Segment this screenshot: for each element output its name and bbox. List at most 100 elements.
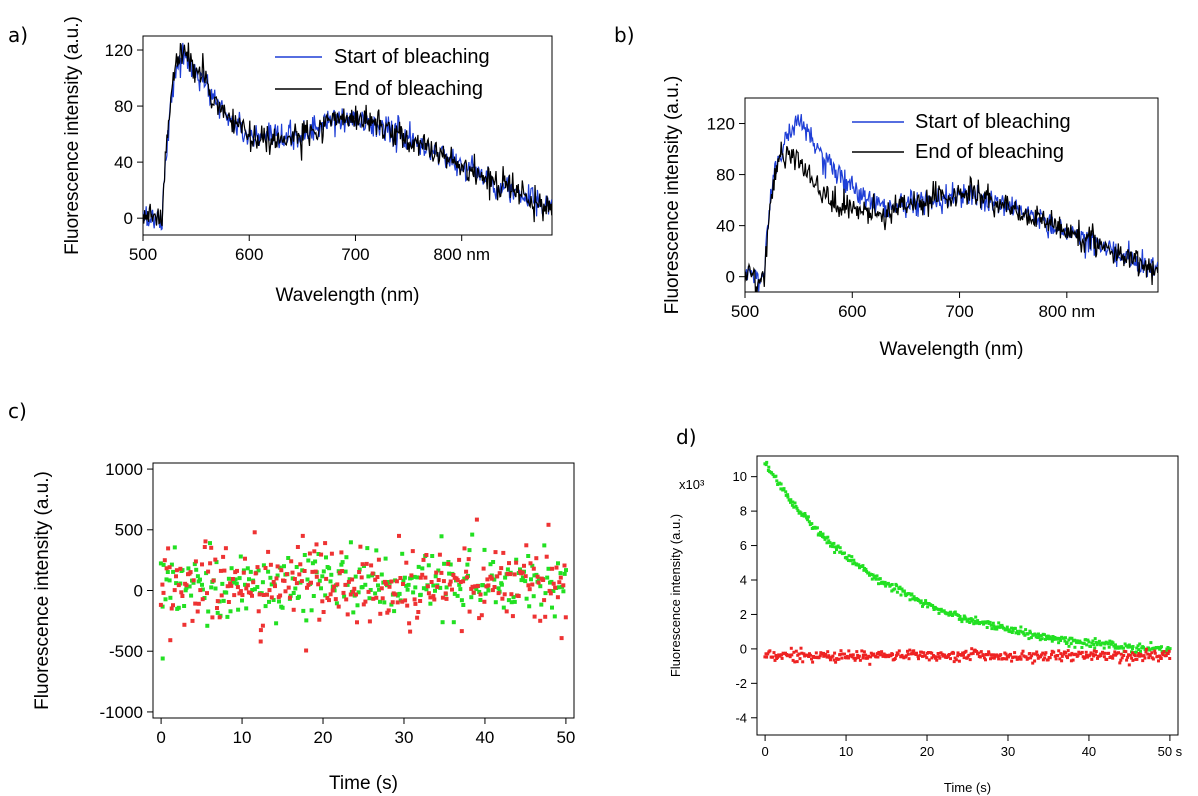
scatter-point	[926, 605, 930, 609]
scatter-point	[404, 560, 409, 565]
scatter-point	[853, 561, 857, 565]
y-tick-label: 6	[740, 538, 747, 553]
scatter-point	[861, 653, 865, 657]
scatter-point	[428, 601, 433, 606]
scatter-point	[823, 654, 827, 658]
scatter-point	[182, 622, 187, 627]
scatter-point	[333, 597, 338, 602]
scatter-point	[178, 566, 183, 571]
scatter-point	[297, 594, 301, 599]
scatter-point	[210, 615, 215, 620]
x-tick-label: 40	[475, 728, 494, 747]
scatter-point	[774, 654, 778, 657]
scatter-point	[860, 649, 864, 653]
scatter-point	[795, 506, 799, 510]
scatter-point	[323, 541, 328, 546]
scatter-point	[1080, 650, 1084, 654]
scatter-point	[539, 602, 544, 607]
scatter-point	[459, 598, 464, 603]
scatter-point	[930, 651, 934, 655]
scatter-point	[486, 588, 491, 593]
scatter-point	[222, 568, 227, 573]
scatter-point	[385, 610, 390, 615]
scatter-point	[954, 658, 958, 662]
scatter-point	[1002, 657, 1006, 661]
scatter-point	[1024, 655, 1028, 659]
x-axis-title: Wavelength (nm)	[880, 339, 1024, 360]
scatter-point	[373, 591, 378, 596]
scatter-point	[532, 614, 537, 619]
scatter-point	[269, 595, 274, 600]
scatter-point	[562, 571, 567, 576]
scatter-point	[408, 629, 413, 634]
scatter-point	[312, 549, 317, 554]
scatter-point	[930, 656, 934, 660]
scatter-point	[827, 539, 831, 543]
scatter-point	[970, 647, 974, 651]
scatter-point	[555, 595, 560, 600]
scatter-point	[479, 613, 484, 618]
scatter-point	[424, 587, 429, 592]
scatter-point	[184, 585, 189, 590]
scatter-point	[908, 648, 912, 652]
scatter-point	[234, 581, 239, 586]
panel-d: d)	[676, 425, 697, 449]
scatter-point	[340, 569, 345, 573]
scatter-point	[439, 534, 444, 539]
scatter-point	[771, 473, 775, 476]
scatter-point	[1019, 657, 1023, 661]
scatter-point	[977, 651, 981, 655]
scatter-point	[990, 627, 994, 631]
y-tick-label: -1000	[100, 703, 143, 722]
scatter-point	[1142, 646, 1145, 650]
scatter-point	[502, 592, 507, 597]
scatter-point	[343, 569, 348, 574]
scatter-point	[277, 565, 282, 570]
scatter-point	[301, 608, 306, 613]
scatter-point	[268, 575, 273, 580]
scatter-point	[376, 557, 381, 562]
y-axis-title: Fluorescence intensity (a.u.)	[62, 16, 83, 255]
scatter-point	[953, 610, 957, 614]
scatter-point	[457, 582, 462, 587]
scatter-point	[230, 577, 235, 581]
scatter-point	[894, 654, 898, 658]
scatter-point	[531, 566, 536, 571]
scatter-point	[504, 609, 509, 614]
scatter-point	[949, 610, 952, 614]
scatter-point	[499, 566, 504, 571]
scatter-point	[799, 646, 803, 650]
scatter-point	[363, 582, 368, 587]
scatter-point	[915, 651, 918, 655]
scatter-point	[499, 582, 504, 587]
scatter-point	[496, 586, 501, 591]
scatter-point	[271, 580, 276, 584]
y-tick-label: 120	[707, 114, 735, 133]
scatter-point	[266, 549, 271, 554]
scatter-point	[964, 649, 968, 653]
scatter-point	[335, 582, 340, 587]
plot-area	[143, 42, 552, 231]
scatter-point	[351, 610, 356, 615]
scatter-point	[1090, 657, 1094, 661]
scatter-point	[982, 656, 986, 660]
scatter-point	[1028, 652, 1032, 655]
scatter-point	[847, 649, 851, 653]
scatter-point	[412, 597, 417, 602]
scatter-point	[319, 586, 323, 591]
scatter-point	[773, 658, 777, 662]
scatter-point	[261, 563, 266, 568]
scatter-point	[501, 550, 506, 555]
y-axis-title: Fluorescence intensity (a.u.)	[668, 514, 683, 677]
scatter-point	[392, 609, 397, 614]
scatter-point	[1135, 657, 1139, 661]
scatter-point	[794, 649, 798, 653]
scatter-point	[240, 593, 245, 597]
x-tick-label: 800 nm	[433, 245, 490, 264]
scatter-point	[1130, 656, 1134, 660]
scatter-point	[886, 581, 890, 585]
x-tick-label: 30	[395, 728, 414, 747]
y-tick-label: 120	[105, 41, 133, 60]
scatter-point	[273, 584, 277, 589]
scatter-point	[1075, 640, 1078, 644]
